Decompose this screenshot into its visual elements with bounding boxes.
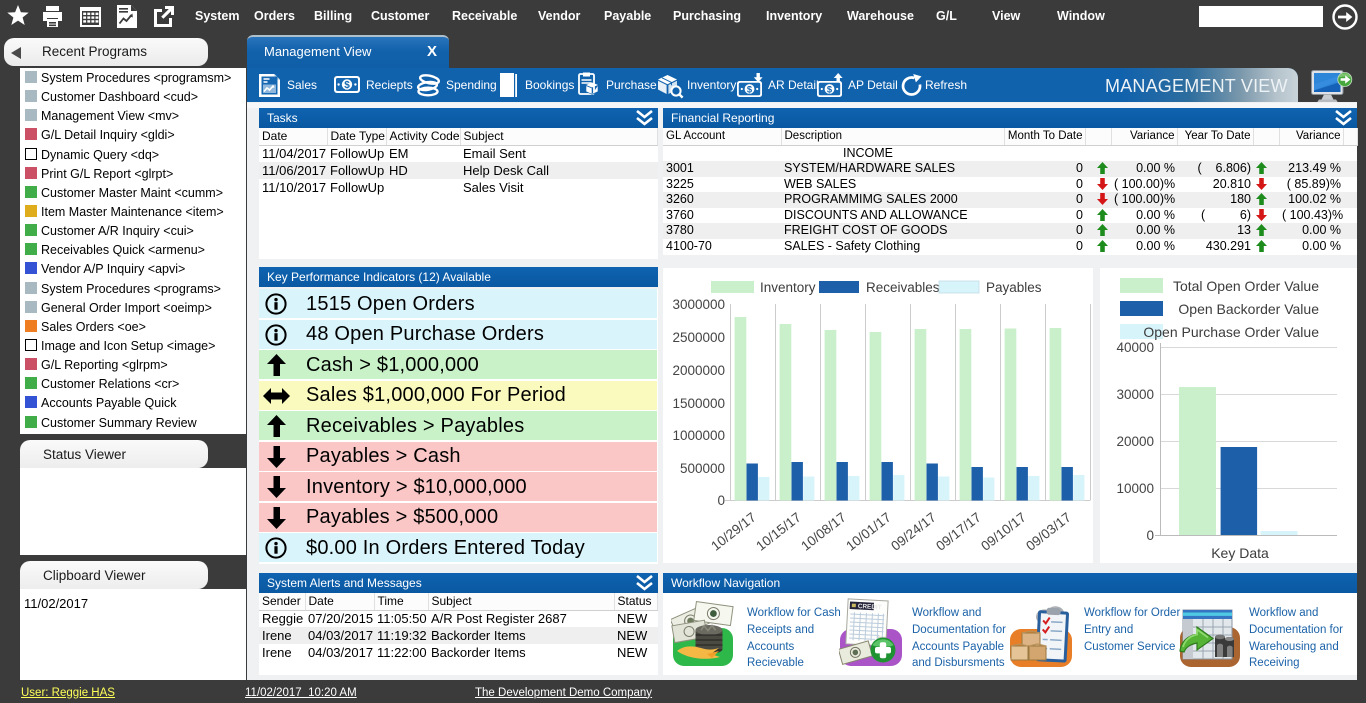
svg-text:$: $ — [344, 80, 350, 91]
svg-text:0: 0 — [1146, 528, 1154, 543]
svg-text:Inventory: Inventory — [760, 280, 816, 295]
svg-text:3000000: 3000000 — [672, 297, 725, 312]
svg-text:$: $ — [747, 84, 753, 95]
svg-text:Open Purchase Order Value: Open Purchase Order Value — [1143, 324, 1319, 340]
svg-text:09/10/17: 09/10/17 — [978, 510, 1029, 554]
svg-text:40000: 40000 — [1116, 340, 1154, 355]
svg-text:2500000: 2500000 — [672, 330, 725, 345]
svg-text:Total Open Order Value: Total Open Order Value — [1173, 278, 1319, 294]
svg-text:1500000: 1500000 — [672, 396, 725, 411]
svg-text:CREDIT: CREDIT — [858, 603, 882, 611]
svg-text:Key Data: Key Data — [1211, 545, 1269, 561]
svg-text:20000: 20000 — [1116, 434, 1154, 449]
svg-text:2000000: 2000000 — [672, 363, 725, 378]
svg-text:10000: 10000 — [1116, 481, 1154, 496]
svg-text:Open Backorder Value: Open Backorder Value — [1178, 301, 1319, 317]
svg-text:1000000: 1000000 — [672, 428, 725, 443]
svg-text:$: $ — [827, 84, 833, 95]
svg-text:09/17/17: 09/17/17 — [933, 510, 984, 554]
svg-text:Payables: Payables — [986, 280, 1042, 295]
svg-text:09/03/17: 09/03/17 — [1023, 510, 1074, 554]
svg-text:10/01/17: 10/01/17 — [843, 510, 894, 554]
svg-text:09/24/17: 09/24/17 — [888, 510, 939, 554]
svg-text:10/29/17: 10/29/17 — [708, 510, 759, 554]
svg-text:10/15/17: 10/15/17 — [753, 510, 804, 554]
svg-text:Receivables: Receivables — [866, 280, 940, 295]
svg-text:0: 0 — [717, 493, 725, 508]
svg-text:500000: 500000 — [680, 461, 725, 476]
svg-text:10/08/17: 10/08/17 — [798, 510, 849, 554]
svg-text:30000: 30000 — [1116, 387, 1154, 402]
